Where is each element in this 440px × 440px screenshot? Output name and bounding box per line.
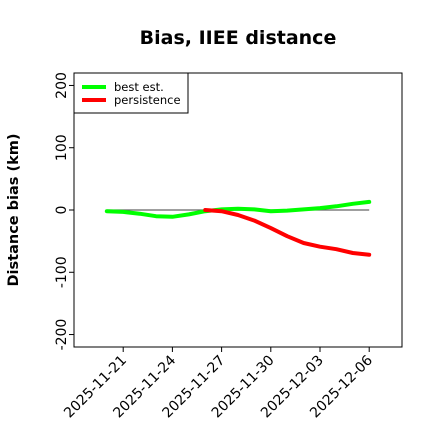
series-line-persistence — [203, 208, 372, 257]
y-tick-label: 200 — [54, 72, 70, 99]
legend-box — [73, 72, 189, 114]
legend-label: persistence — [114, 93, 181, 107]
y-tick-label: 0 — [54, 206, 70, 215]
y-tick-label: -100 — [54, 256, 70, 288]
plot-area: -200-10001002002025-11-212025-11-242025-… — [54, 72, 403, 421]
y-axis-label: Distance bias (km) — [6, 134, 22, 287]
y-tick-label: 100 — [54, 134, 70, 161]
chart-title: Bias, IIEE distance — [140, 27, 337, 49]
legend-label: best est. — [114, 80, 164, 94]
series-line-best-est — [104, 199, 372, 219]
y-tick-label: -200 — [54, 319, 70, 351]
